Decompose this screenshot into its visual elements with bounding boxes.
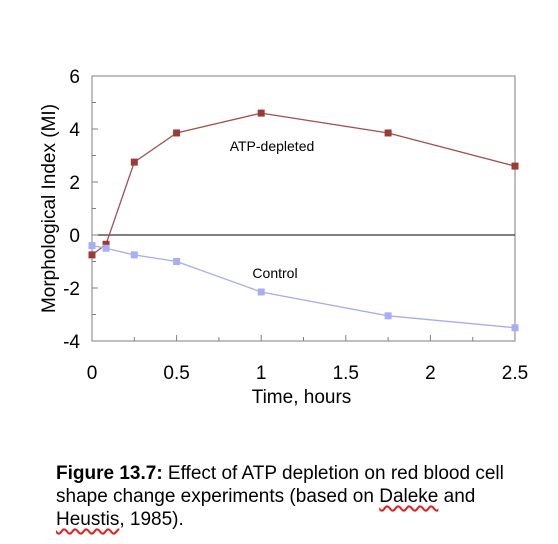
x-tick-label: 2.5: [502, 363, 528, 384]
data-point: [173, 258, 181, 265]
chart: -4 -2 0 2 4 6 0 0.5 1 1.5 2 2.5 Time, hours Morpholog…: [39, 67, 528, 408]
data-point: [130, 251, 138, 259]
x-tick-label: 0.5: [163, 363, 189, 384]
data-point: [102, 240, 110, 248]
y-tick-label: 2: [69, 173, 80, 194]
plot-frame: [91, 75, 516, 342]
x-tick-label: 1: [256, 363, 267, 384]
data-point: [384, 129, 392, 137]
caption-author-2: Heustis: [56, 509, 120, 530]
series-line: [91, 244, 516, 329]
y-tick-label: -4: [63, 332, 80, 353]
data-point: [102, 244, 110, 252]
series-line: [91, 112, 516, 256]
data-point: [384, 312, 392, 320]
data-point: [173, 129, 181, 137]
data-point: [88, 251, 96, 259]
plot-area: -4 -2 0 2 4 6 0 0.5 1 1.5 2 2.5 Time, hours Morpholog…: [39, 67, 528, 408]
caption-and: and: [438, 486, 476, 507]
caption-author-1: Daleke: [379, 486, 439, 507]
series-label: ATP-depleted: [230, 138, 315, 154]
figure-label: Figure 13.7:: [56, 463, 163, 484]
data-point: [257, 288, 265, 296]
data-point: [511, 324, 519, 332]
caption-text: Effect of ATP depletion on red blood cel…: [56, 463, 504, 507]
x-axis-title: Time, hours: [252, 387, 352, 408]
x-tick-label: 1.5: [333, 363, 359, 384]
y-tick-label: 0: [69, 226, 80, 247]
y-tick-label: -2: [63, 279, 80, 300]
y-tick-label: 4: [69, 120, 80, 141]
data-point: [130, 158, 138, 166]
data-point: [88, 242, 96, 250]
data-point: [511, 162, 519, 170]
series-label: Control: [252, 265, 297, 281]
y-axis-title: Morphological Index (MI): [39, 104, 60, 313]
x-tick-label: 0: [87, 363, 98, 384]
y-tick-label: 6: [69, 67, 80, 88]
x-tick-label: 2: [425, 363, 436, 384]
figure-caption: Figure 13.7: Effect of ATP depletion on …: [56, 462, 526, 531]
data-point: [257, 109, 265, 117]
caption-tail: , 1985).: [119, 509, 184, 530]
